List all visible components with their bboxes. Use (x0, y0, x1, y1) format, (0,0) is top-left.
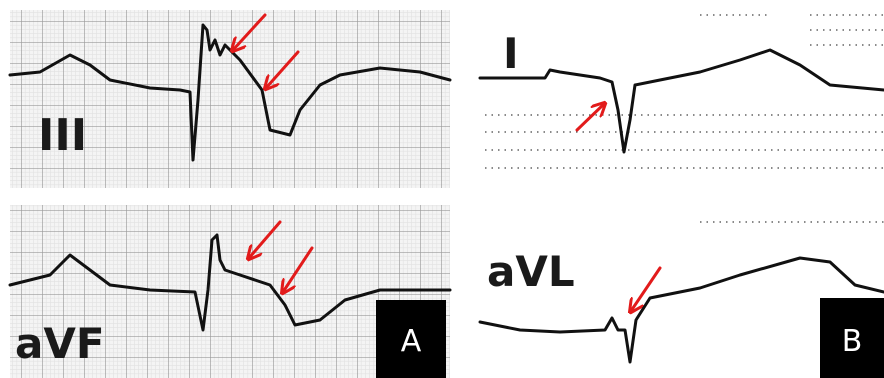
arrow (577, 104, 604, 130)
ecg-grid (10, 10, 450, 188)
panel-b: I aVL B (480, 15, 884, 378)
ecg-trace (480, 50, 884, 152)
panel-label: B (842, 324, 863, 359)
lead-label: aVF (15, 319, 105, 368)
ecg-figure: III aVF A I aVL B (0, 0, 884, 378)
lead-label: III (38, 110, 87, 161)
panel-label: A (401, 324, 422, 359)
panel-a: III aVF A (10, 10, 450, 378)
lead-label: aVL (487, 247, 575, 296)
lead-label: I (503, 29, 519, 78)
